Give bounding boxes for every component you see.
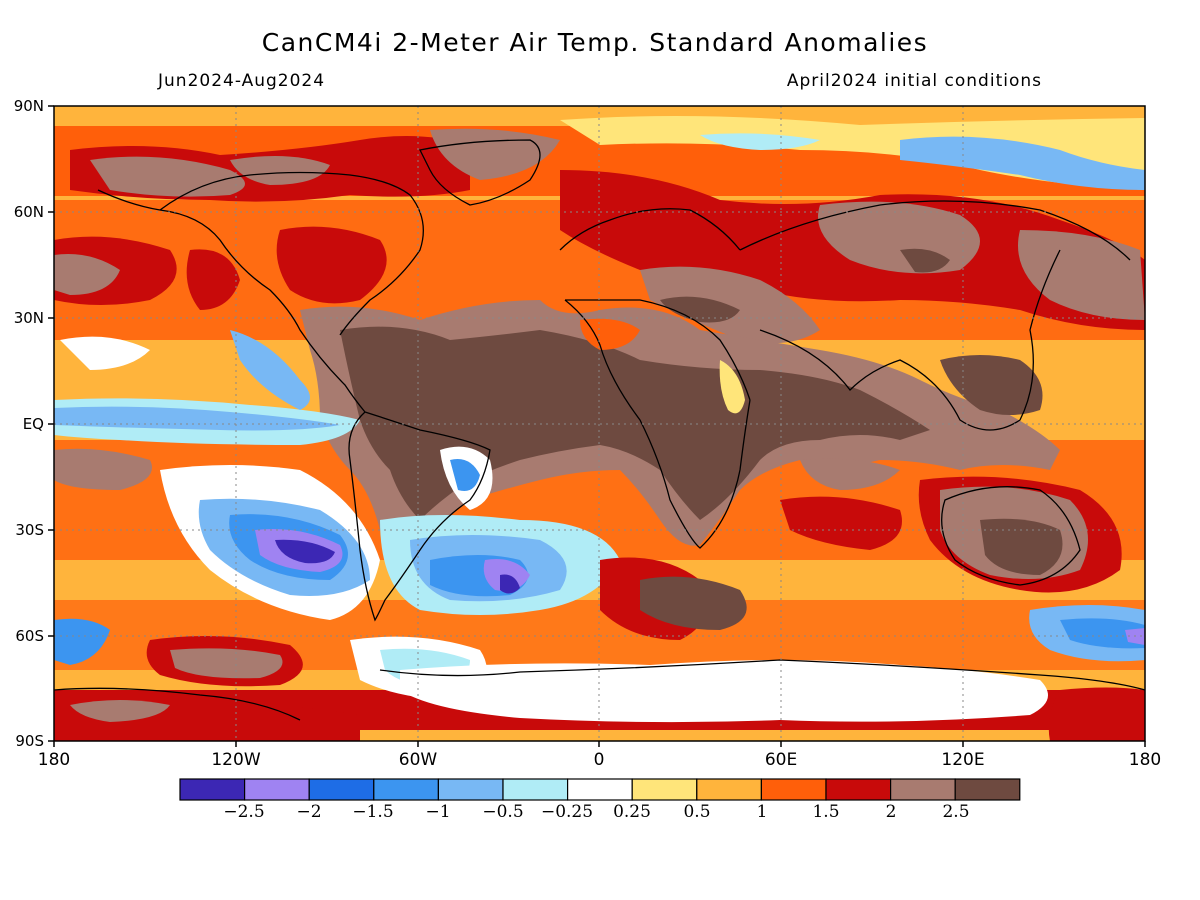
forecast-period: Jun2024-Aug2024 <box>158 71 326 91</box>
colorbar-swatch <box>631 778 698 801</box>
lon-label: 180 <box>1128 750 1162 770</box>
map-title: CanCM4i 2-Meter Air Temp. Standard Anoma… <box>261 28 929 57</box>
colorbar-label: −1.5 <box>352 802 394 822</box>
lon-label: 180 <box>37 750 71 770</box>
colorbar-swatch <box>179 778 246 801</box>
colorbar-label: 0.5 <box>683 802 711 822</box>
colorbar-swatch <box>244 778 310 801</box>
lon-label: 0 <box>593 750 605 770</box>
lon-label: 120E <box>941 750 985 770</box>
colorbar-label: 2.5 <box>942 802 970 822</box>
colorbar-swatch <box>696 778 762 801</box>
colorbar-swatch <box>889 778 956 801</box>
lat-label: 60N <box>13 203 44 221</box>
coastlines <box>54 139 1145 721</box>
lon-label: 120W <box>211 750 261 770</box>
colorbar-label: −0.5 <box>482 802 524 822</box>
colorbar-swatch <box>566 778 633 801</box>
colorbar-label: 1.5 <box>812 802 840 822</box>
lat-label: EQ <box>22 415 44 433</box>
colorbar-label: −1 <box>425 802 451 822</box>
lat-label: 90S <box>15 732 44 750</box>
colorbar-swatch <box>760 778 827 801</box>
colorbar-label: 2 <box>885 802 897 822</box>
colorbar-swatch <box>825 778 892 801</box>
colorbar-swatch <box>308 778 375 801</box>
colorbar-swatch <box>502 778 569 801</box>
colorbar-swatch <box>373 778 439 801</box>
axis-ticks <box>48 105 1146 747</box>
lon-label: 60E <box>764 750 798 770</box>
graticule <box>54 106 1145 741</box>
lat-label: 30S <box>15 521 44 539</box>
colorbar-swatch <box>954 778 1021 801</box>
colorbar-label: −2 <box>296 802 322 822</box>
lat-label: 60S <box>15 627 44 645</box>
initial-conditions: April2024 initial conditions <box>786 71 1042 91</box>
colorbar-swatch <box>437 778 504 801</box>
lat-label: 90N <box>13 97 44 115</box>
colorbar-label: 1 <box>756 802 768 822</box>
colorbar <box>179 778 1021 801</box>
colorbar-label: −2.5 <box>223 802 265 822</box>
colorbar-label: 0.25 <box>613 802 651 822</box>
lat-label: 30N <box>13 309 44 327</box>
lon-label: 60W <box>398 750 438 770</box>
colorbar-label: −0.25 <box>540 802 594 822</box>
